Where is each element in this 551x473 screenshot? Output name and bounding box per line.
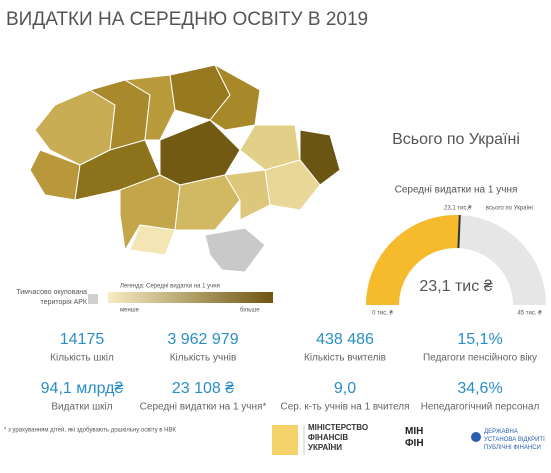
state-emblem [471,432,481,442]
kpi-value: 94,1 млрд₴ [41,380,124,397]
legend-low: менше [120,308,140,314]
minfin-box: МІН ФІН [405,426,424,449]
kpi-label: Педагоги пенсійного віку [423,353,537,364]
kpi-value: 15,1% [457,331,502,348]
kpi-value: 14175 [60,331,105,348]
kpi-value: 34,6% [457,380,502,397]
ministry-logo: МІНІСТЕРСТВО ФІНАНСІВ УКРАЇНИ [308,423,369,452]
pointer-label: 23,1 тис.₴ [444,206,472,212]
gauge-fill [366,215,460,305]
gauge-title: Середні видатки на 1 учня [395,185,518,196]
state-box: ДЕРЖАВНА УСТАНОВА ВІДКРИТІ ПУБЛІЧНІ ФІНА… [484,429,545,451]
title: ВИДАТКИ НА СЕРЕДНЮ ОСВІТУ В 2019 [6,9,368,30]
legend-high: більше [240,308,260,314]
kpi-label: Кількість учнів [170,353,237,364]
legend-title: Легенда: Середні видатки на 1 учня [120,284,220,290]
ministry-emblem [272,425,298,455]
kpi-label: Кількість шкіл [50,353,114,364]
kpi-value: 9,0 [334,380,356,397]
legend-bar [108,292,273,303]
occupied-swatch [88,294,98,304]
footnote: * з урахуванням дітей, які здобувають до… [4,427,176,434]
kpi-label: Видатки шкіл [51,402,112,413]
target-label: всього по Україні [486,206,533,212]
minfin-logo: МІН ФІН [405,426,424,449]
map [29,63,341,273]
kpi-label: Кількість вчителів [304,353,386,364]
kpi-value: 3 962 979 [167,331,238,348]
ministry-box: МІНІСТЕРСТВО ФІНАНСІВ УКРАЇНИ [308,423,369,452]
kpi-value: 438 486 [316,331,374,348]
gauge-max: 45 тис. ₴ [517,311,542,317]
kpi-value: 23 108 ₴ [172,380,234,397]
kpi-label: Середні видатки на 1 учня* [140,402,267,413]
kpi-label: Непедагогічний персонал [421,402,540,413]
state-logo: ДЕРЖАВНА УСТАНОВА ВІДКРИТІ ПУБЛІЧНІ ФІНА… [484,429,545,451]
occupied-label: Тимчасово окупована територія АРК [16,289,87,306]
gauge-value: 23,1 тис ₴ [419,278,492,295]
summary-title: Всього по Україні [392,131,520,148]
gauge-min: 0 тис. ₴ [372,311,393,317]
gauge-pointer [457,215,461,249]
occupied-box: Тимчасово окупована територія АРК [16,289,87,306]
kpi-label: Сер. к-ть учнів на 1 вчителя [280,402,409,413]
